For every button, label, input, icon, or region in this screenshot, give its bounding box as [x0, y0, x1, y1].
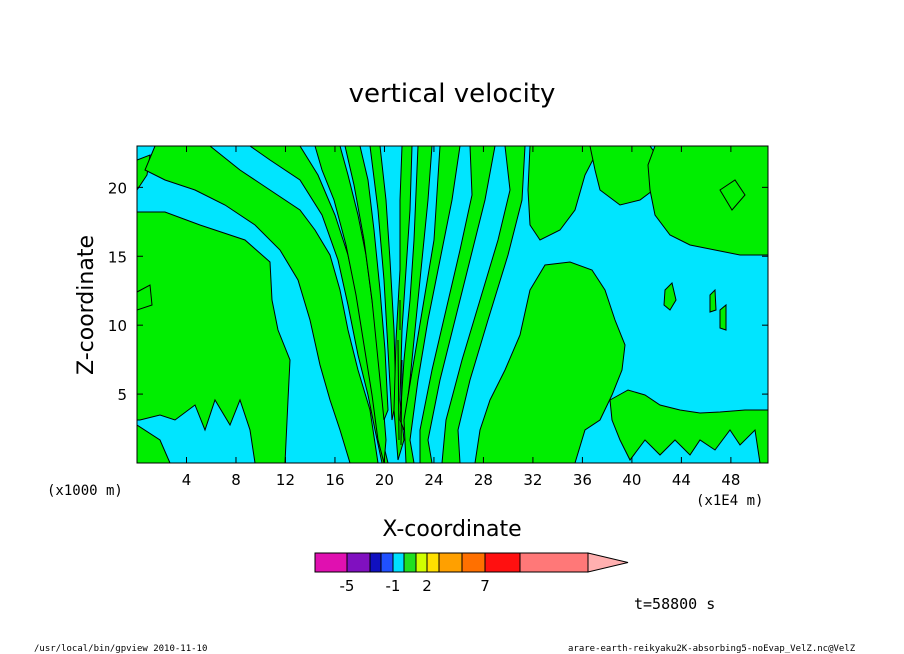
x-unit-left: (x1000 m) — [47, 483, 123, 499]
y-tick-label: 10 — [108, 317, 127, 335]
colorbar-tick-label: -1 — [386, 577, 401, 595]
x-tick-label: 28 — [474, 471, 493, 489]
x-tick-label: 16 — [325, 471, 344, 489]
colorbar-segment — [381, 553, 393, 572]
positive-regions — [137, 146, 768, 463]
x-tick-label: 20 — [375, 471, 394, 489]
x-tick-label: 8 — [231, 471, 241, 489]
colorbar — [315, 553, 628, 572]
positive-region — [720, 305, 726, 330]
x-tick-label: 24 — [424, 471, 443, 489]
colorbar-segment — [370, 553, 381, 572]
colorbar-tick-labels: -5 -1 2 7 — [340, 577, 490, 595]
colorbar-segment — [462, 553, 485, 572]
y-tick-label: 20 — [108, 179, 127, 197]
x-tick-label: 48 — [721, 471, 740, 489]
y-tick-label: 15 — [108, 248, 127, 266]
footer-right: arare-earth-reikyaku2K-absorbing5-noEvap… — [568, 644, 856, 654]
colorbar-segment — [439, 553, 462, 572]
colorbar-segment — [347, 553, 370, 572]
colorbar-segment — [485, 553, 520, 572]
colorbar-segment — [393, 553, 404, 572]
x-tick-label: 44 — [672, 471, 691, 489]
chart-title: vertical velocity — [349, 79, 556, 109]
x-tick-label: 32 — [523, 471, 542, 489]
colorbar-tick-label: -5 — [340, 577, 355, 595]
footer-left: /usr/local/bin/gpview 2010-11-10 — [34, 644, 207, 654]
x-tick-label: 40 — [622, 471, 641, 489]
colorbar-segment — [404, 553, 416, 572]
x-tick-label: 4 — [182, 471, 192, 489]
colorbar-tick-label: 7 — [480, 577, 490, 595]
plot-area — [137, 146, 768, 463]
x-unit-right: (x1E4 m) — [696, 493, 763, 509]
x-axis-label: X-coordinate — [382, 517, 521, 542]
x-tick-label: 36 — [573, 471, 592, 489]
colorbar-segment — [427, 553, 439, 572]
x-tick-label: 12 — [276, 471, 295, 489]
colorbar-segment — [416, 553, 427, 572]
time-label: t=58800 s — [634, 595, 715, 613]
colorbar-segment — [520, 553, 588, 572]
colorbar-arrow — [588, 553, 628, 572]
colorbar-tick-label: 2 — [422, 577, 432, 595]
colorbar-segment — [315, 553, 347, 572]
y-axis-label: Z-coordinate — [74, 235, 99, 375]
y-tick-label: 5 — [117, 386, 127, 404]
